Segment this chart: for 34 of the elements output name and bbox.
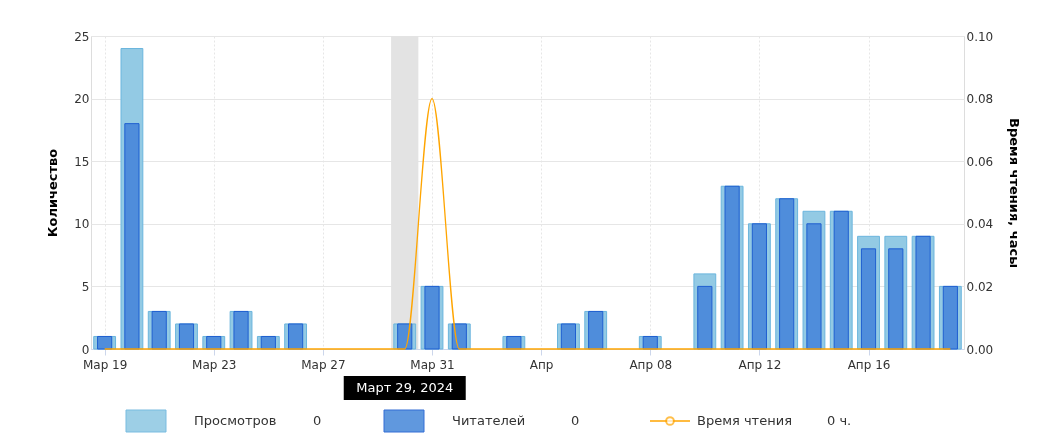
x-tick-label: Мар 19 bbox=[82, 357, 128, 372]
x-tick-label: Мар 31 bbox=[410, 357, 455, 372]
x-tick-label: Апр 12 bbox=[738, 357, 782, 372]
y-tick-label: 5 bbox=[81, 279, 90, 294]
y2-tick-label: 0.02 bbox=[966, 279, 994, 294]
x-tick-label: Апр 16 bbox=[847, 357, 891, 372]
bar bbox=[124, 123, 140, 350]
text: 0 ч. bbox=[827, 413, 852, 428]
x-tick-label: Мар 23 bbox=[192, 357, 237, 372]
y-tick-label: 0 bbox=[81, 342, 90, 357]
text: 0 bbox=[571, 413, 580, 428]
y-tick-label: 25 bbox=[74, 29, 90, 44]
y2-tick-label: 0.08 bbox=[966, 92, 994, 107]
bar bbox=[888, 248, 904, 350]
y-tick-label: 20 bbox=[74, 92, 90, 107]
y2-axis-title: Время чтения, часы bbox=[1007, 118, 1023, 268]
bar bbox=[697, 285, 713, 350]
text: Март 29, 2024 bbox=[356, 380, 454, 395]
y2-tick-label: 0.04 bbox=[966, 217, 994, 232]
x-tick-label: Мар 27 bbox=[301, 357, 346, 372]
y2-tick-label: 0.06 bbox=[966, 154, 994, 169]
x-tick-label: Апр bbox=[529, 357, 554, 372]
y-axis-title: Количество bbox=[45, 148, 61, 238]
y2-tick-label: 0.10 bbox=[966, 29, 994, 44]
legend-label: Читателей bbox=[452, 413, 526, 428]
y2-tick-label: 0.00 bbox=[966, 342, 994, 357]
bar bbox=[806, 223, 822, 350]
y-tick-label: 15 bbox=[74, 154, 90, 169]
text: 0 bbox=[313, 413, 322, 428]
y-tick-label: 10 bbox=[74, 217, 90, 232]
legend-label: Время чтения bbox=[697, 413, 792, 428]
bar bbox=[860, 248, 877, 350]
x-tick-label: Апр 08 bbox=[629, 357, 673, 372]
legend-label: Просмотров bbox=[194, 413, 277, 428]
